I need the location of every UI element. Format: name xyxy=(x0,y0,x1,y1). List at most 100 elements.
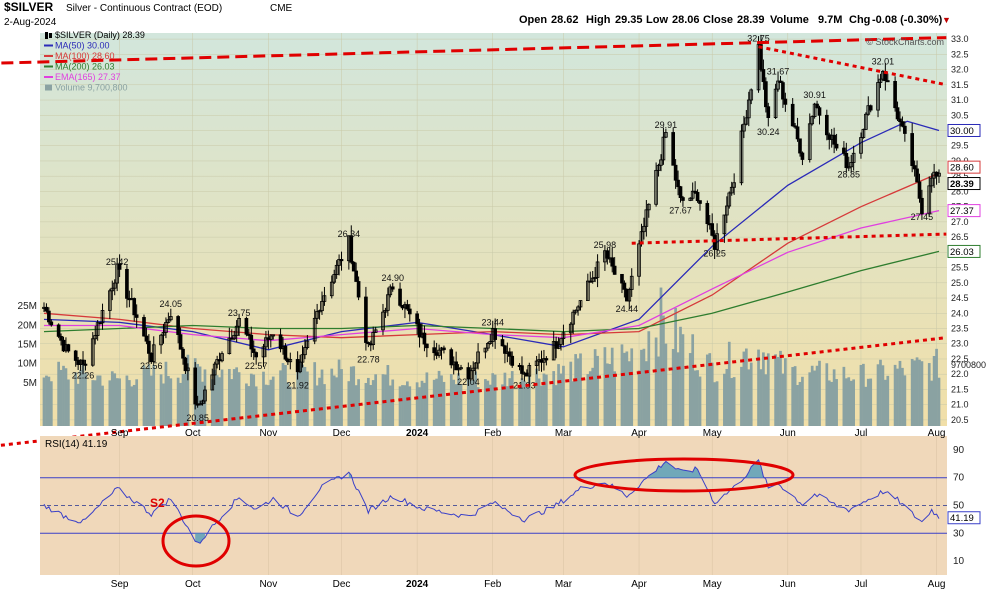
volume-bar xyxy=(110,371,114,426)
candle-body xyxy=(432,347,437,354)
volume-bar xyxy=(896,368,899,426)
month-label: Mar xyxy=(555,428,573,439)
volume-bar xyxy=(357,379,360,426)
value-tag-box xyxy=(947,204,981,218)
candle-body xyxy=(203,389,207,402)
candle-body xyxy=(151,344,156,363)
candle-body xyxy=(629,275,634,290)
candle-body xyxy=(903,125,907,134)
candle-body xyxy=(834,143,839,149)
price-annotation: 21.92 xyxy=(286,381,309,391)
candle-body xyxy=(846,166,851,169)
candle-body xyxy=(366,342,371,345)
candle-body xyxy=(646,203,651,211)
instrument-name: Silver - Continuous Contract (EOD) xyxy=(66,3,222,14)
candle-body xyxy=(744,117,749,125)
volume-bar xyxy=(281,363,285,426)
volume-bar xyxy=(830,381,834,426)
price-tick-label: 20.5 xyxy=(951,415,969,425)
candle-body xyxy=(186,367,190,372)
volume-bar xyxy=(93,380,97,426)
volume-bar xyxy=(42,377,46,426)
candle-body xyxy=(295,359,300,373)
chg-down-arrow-icon: ▼ xyxy=(942,15,951,25)
volume-bar xyxy=(227,368,231,426)
volume-bar xyxy=(915,357,919,426)
candle-body xyxy=(810,116,815,125)
candle-body xyxy=(337,259,341,266)
candle-body xyxy=(851,152,856,163)
volume-bar xyxy=(152,364,156,426)
volume-bar xyxy=(815,365,819,426)
volume-bar xyxy=(523,380,526,426)
rsi-tick-label: 10 xyxy=(953,556,965,567)
candle-body xyxy=(422,332,427,345)
time-axis: Sep Sep Oct Oct Nov Nov Dec Dec 2024 2024 Feb Feb Ma… xyxy=(111,428,946,590)
candle-body xyxy=(149,352,154,363)
volume-bar xyxy=(164,361,168,426)
candle-body xyxy=(166,319,171,323)
candle-body xyxy=(466,367,471,380)
volume-bar xyxy=(552,371,556,426)
candle-body xyxy=(144,335,149,342)
volume-bar xyxy=(454,384,458,426)
volume-bar xyxy=(935,348,938,426)
volume-bar xyxy=(593,349,597,426)
price-annotation: 22.04 xyxy=(457,377,480,387)
volume-bar xyxy=(510,371,514,426)
volume-bar xyxy=(893,364,897,426)
candle-body xyxy=(761,69,766,83)
price-tick-label: 27.0 xyxy=(951,217,969,227)
volume-bar xyxy=(603,347,607,426)
candle-body xyxy=(115,263,119,284)
volume-bar xyxy=(613,371,617,426)
volume-bar xyxy=(145,368,148,426)
volume-bar xyxy=(659,287,663,426)
candle-body xyxy=(110,287,115,292)
volume-bar xyxy=(864,386,868,426)
candle-body xyxy=(722,214,727,235)
volume-bar xyxy=(437,370,441,426)
candle-body xyxy=(298,361,302,373)
month-label-bottom: Oct xyxy=(185,579,201,590)
volume-bar xyxy=(320,369,324,426)
volume-bar xyxy=(403,385,407,426)
volume-bar xyxy=(449,374,453,426)
candle-body xyxy=(300,354,305,363)
candle-body xyxy=(134,314,139,318)
volume-bar xyxy=(196,363,199,426)
price-tick-label: 25.0 xyxy=(951,278,969,288)
volume-bar xyxy=(932,356,936,426)
candle-body xyxy=(164,322,168,333)
price-annotation: 23.75 xyxy=(228,308,251,318)
volume-bar xyxy=(913,360,916,426)
volume-bar xyxy=(459,384,463,426)
value-tag-label: 30.00 xyxy=(950,126,974,137)
volume-bar xyxy=(886,375,890,426)
candle-body xyxy=(234,325,239,336)
candle-body xyxy=(437,349,441,356)
candle-body xyxy=(132,298,137,316)
candle-body xyxy=(271,334,276,337)
overbought-ellipse xyxy=(573,457,795,493)
volume-bar xyxy=(466,376,470,426)
volume-bar xyxy=(249,373,253,426)
rsi-axis: 10 30 50 70 90 41.19 xyxy=(947,445,981,567)
volume-bar xyxy=(696,370,699,426)
volume-bar xyxy=(883,379,887,426)
candle-body xyxy=(400,304,405,309)
candle-body xyxy=(56,324,61,337)
candle-body xyxy=(578,300,583,308)
close-value: 28.39 xyxy=(737,14,765,26)
price-annotation: 22.56 xyxy=(140,361,163,371)
volume-bar xyxy=(247,386,251,426)
candle-body xyxy=(147,340,151,354)
volume-bar xyxy=(76,383,80,426)
volume-bar xyxy=(423,382,426,426)
candle-body xyxy=(832,134,836,145)
volume-bar xyxy=(471,379,475,426)
volume-bar xyxy=(798,381,802,426)
volume-bar xyxy=(508,378,512,426)
volume-bar xyxy=(693,370,697,426)
volume-bar xyxy=(698,376,702,426)
